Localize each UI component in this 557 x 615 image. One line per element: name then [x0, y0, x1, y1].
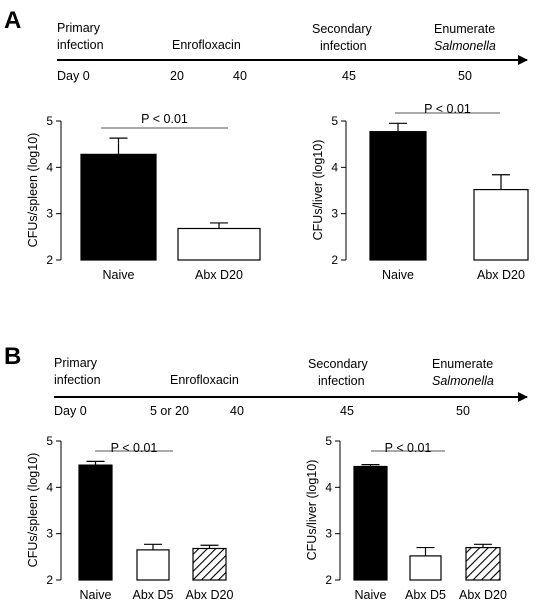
x-category-label: Abx D5 [405, 588, 446, 602]
bar-naive [80, 153, 157, 261]
panel-a-letter: A [4, 7, 21, 34]
bar-abx-d20 [465, 546, 501, 581]
x-category-label: Abx D20 [186, 588, 234, 602]
bar-abx-d20 [177, 227, 261, 261]
y-tick-label: 4 [325, 480, 332, 494]
bar-naive [369, 131, 427, 261]
timeline-a-stage-enrofloxacin: Enrofloxacin [172, 38, 241, 52]
y-tick-label: 2 [325, 573, 332, 587]
timeline-b-day-40: 40 [230, 404, 244, 418]
timeline-b-day-0: Day 0 [54, 404, 87, 418]
y-axis-label: CFUs/liver (log10) [311, 140, 325, 241]
x-category-label: Abx D20 [459, 588, 507, 602]
chart-a-liver: 2 3 4 5 CFUs/liver (log10) Naive Abx D20 P < 0.… [311, 102, 529, 282]
y-tick-label: 4 [46, 480, 53, 494]
y-tick-label: 2 [331, 253, 338, 267]
timeline-b-stage-enumerate-line2: Salmonella [432, 374, 494, 388]
timeline-b-day-5-or-20: 5 or 20 [150, 404, 189, 418]
timeline-a-stage-primary-line2: infection [57, 38, 104, 52]
y-tick-label: 3 [325, 527, 332, 541]
y-axis-label: CFUs/spleen (log10) [26, 133, 40, 248]
p-value-annotation: P < 0.01 [424, 102, 471, 116]
x-category-label: Abx D5 [133, 588, 174, 602]
p-value-annotation: P < 0.01 [385, 441, 432, 455]
y-tick-label: 2 [46, 573, 53, 587]
timeline-a-day-20: 20 [170, 69, 184, 83]
y-tick-label: 3 [46, 207, 53, 221]
x-category-label: Naive [80, 588, 112, 602]
timeline-a-stage-secondary-line2: infection [320, 39, 367, 53]
timeline-a: Primary infection Enrofloxacin Secondary… [57, 21, 528, 83]
x-category-label: Naive [103, 268, 135, 282]
timeline-a-day-45: 45 [342, 69, 356, 83]
y-tick-label: 3 [46, 527, 53, 541]
timeline-b-stage-secondary-line1: Secondary [308, 357, 369, 371]
bar-abx-d5 [136, 549, 170, 581]
panel-b: B Primary infection Enrofloxacin Seconda… [4, 343, 528, 602]
timeline-a-stage-enumerate-line2: Salmonella [434, 39, 496, 53]
y-tick-label: 5 [325, 434, 332, 448]
bar-naive [353, 465, 388, 581]
panel-a: A Primary infection Enrofloxacin Seconda… [4, 7, 529, 282]
chart-b-liver: 2 3 4 5 CFUs/liver (log10) Naive Abx D5 Abx D20… [305, 434, 507, 602]
y-tick-label: 3 [331, 207, 338, 221]
y-tick-label: 5 [331, 114, 338, 128]
p-value-annotation: P < 0.01 [111, 441, 158, 455]
timeline-a-day-50: 50 [458, 69, 472, 83]
y-tick-label: 5 [46, 114, 53, 128]
timeline-b-stage-secondary-line2: infection [318, 374, 365, 388]
timeline-a-stage-enumerate-line1: Enumerate [434, 22, 495, 36]
bar-abx-d20 [473, 188, 529, 261]
chart-b-spleen: 2 3 4 5 CFUs/spleen (log10) Naive Abx D5 Abx D2… [26, 434, 234, 602]
timeline-a-stage-secondary-line1: Secondary [312, 22, 373, 36]
panel-b-letter: B [4, 343, 21, 370]
timeline-a-day-0: Day 0 [57, 69, 90, 83]
y-axis-label: CFUs/liver (log10) [305, 460, 319, 561]
y-axis-label: CFUs/spleen (log10) [26, 453, 40, 568]
x-category-label: Naive [355, 588, 387, 602]
x-category-label: Abx D20 [195, 268, 243, 282]
x-category-label: Naive [382, 268, 414, 282]
timeline-b-stage-primary-line2: infection [54, 373, 101, 387]
y-tick-label: 2 [46, 253, 53, 267]
bar-naive [78, 464, 113, 581]
timeline-b-stage-enumerate-line1: Enumerate [432, 357, 493, 371]
timeline-b: Primary infection Enrofloxacin Secondary… [54, 356, 528, 418]
bar-abx-d20 [192, 547, 227, 581]
timeline-b-stage-enrofloxacin: Enrofloxacin [170, 373, 239, 387]
timeline-b-stage-primary-line1: Primary [54, 356, 98, 370]
y-tick-label: 5 [46, 434, 53, 448]
y-tick-label: 4 [331, 160, 338, 174]
timeline-a-day-40: 40 [233, 69, 247, 83]
chart-a-spleen: 2 3 4 5 CFUs/spleen (log10) Naive Abx D20 P < 0… [26, 112, 261, 282]
bar-abx-d5 [409, 555, 442, 581]
y-tick-label: 4 [46, 160, 53, 174]
timeline-b-day-45: 45 [340, 404, 354, 418]
p-value-annotation: P < 0.01 [141, 112, 188, 126]
x-category-label: Abx D20 [477, 268, 525, 282]
timeline-b-day-50: 50 [456, 404, 470, 418]
timeline-a-stage-primary-line1: Primary [57, 21, 101, 35]
